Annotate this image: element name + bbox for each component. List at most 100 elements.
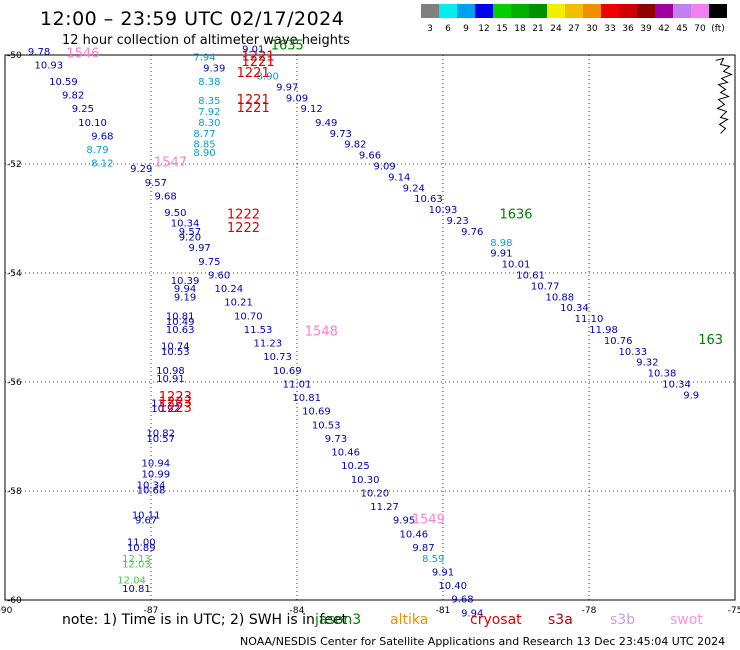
wave-height-value: 10.40 <box>438 581 467 592</box>
wave-height-value: 10.59 <box>49 77 78 88</box>
lat-tick-label: -54 <box>7 269 22 279</box>
wave-height-value: 10.30 <box>351 475 380 486</box>
wave-height-value: 11.27 <box>370 502 399 513</box>
legend-swatch <box>583 4 601 18</box>
legend-swatch <box>601 4 619 18</box>
wave-height-value: 11.21 <box>151 399 180 410</box>
wave-height-value: 10.81 <box>166 311 195 322</box>
pass-time-label: 1221 <box>237 101 270 116</box>
pass-time-label: 1223 <box>159 396 192 411</box>
source-altika: altika <box>390 612 429 628</box>
wave-height-value: 10.10 <box>78 118 107 129</box>
lon-tick-label: -75 <box>728 606 740 616</box>
wave-height-value: 8.30 <box>198 118 220 129</box>
legend-swatch <box>475 4 493 18</box>
wave-height-value: 12.13 <box>122 554 151 565</box>
legend-label: 6 <box>445 24 451 34</box>
wave-height-value: 8.79 <box>86 145 108 156</box>
wave-height-value: 10.21 <box>224 298 253 309</box>
wave-height-value: 10.91 <box>156 374 185 385</box>
pass-time-label: 1222 <box>227 208 260 223</box>
pass-time-label: 1223 <box>159 401 192 416</box>
wave-height-value: 10.49 <box>166 317 195 328</box>
wave-height-value: 9.97 <box>276 82 298 93</box>
wave-height-value: 10.61 <box>516 270 545 281</box>
wave-height-value: 9.57 <box>145 178 167 189</box>
wave-height-value: 9.23 <box>446 216 468 227</box>
lat-tick-label: -58 <box>7 487 22 497</box>
source-swot: swot <box>670 612 703 628</box>
wave-height-value: 10.34 <box>137 480 166 491</box>
legend-label: 9 <box>463 24 469 34</box>
wave-height-value: 9.82 <box>62 91 84 102</box>
wave-height-value: 10.99 <box>142 469 171 480</box>
legend-label: 27 <box>568 24 579 34</box>
legend-label: 42 <box>658 24 669 34</box>
legend-swatch <box>655 4 673 18</box>
wave-height-value: 10.25 <box>341 461 370 472</box>
pass-time-label: 1221 <box>242 49 275 64</box>
wave-height-value: 10.57 <box>146 434 175 445</box>
source-cryosat: cryosat <box>470 612 522 628</box>
map-frame <box>4 54 736 601</box>
wave-height-value: 10.73 <box>263 352 292 363</box>
wave-height-value: 10.63 <box>414 194 443 205</box>
legend-label: (ft) <box>711 24 725 34</box>
wave-height-value: 10.53 <box>161 347 190 358</box>
pass-time-label: 163 <box>698 333 723 348</box>
legend-label: 45 <box>676 24 687 34</box>
wave-height-value: 10.93 <box>34 61 63 72</box>
footer-note: note: 1) Time is in UTC; 2) SWH is in fe… <box>62 612 348 628</box>
footer-credit: NOAA/NESDIS Center for Satellite Applica… <box>240 635 726 648</box>
wave-height-value: 8.90 <box>257 72 279 83</box>
source-s3a: s3a <box>548 612 573 628</box>
wave-height-value: 7.92 <box>198 107 220 118</box>
wave-height-value: 9.97 <box>189 243 211 254</box>
lat-tick-label: -52 <box>7 160 22 170</box>
wave-height-value: 9.12 <box>300 104 322 115</box>
wave-height-value: 9.57 <box>179 227 201 238</box>
wave-height-value: 8.35 <box>198 96 220 107</box>
wave-height-value: 10.53 <box>312 420 341 431</box>
wave-height-value: 8.59 <box>422 554 444 565</box>
wave-height-value: 9.50 <box>164 208 186 219</box>
wave-height-value: 9.76 <box>461 227 483 238</box>
lat-tick-label: -60 <box>7 596 22 606</box>
wave-height-value: 9.94 <box>461 608 483 619</box>
wave-height-value: 9.09 <box>373 161 395 172</box>
wave-height-points: 9.7810.9310.599.829.2510.109.689.299.579… <box>28 39 723 620</box>
wave-height-value: 10.39 <box>171 276 200 287</box>
wave-height-value: 9.19 <box>174 292 196 303</box>
page-subtitle: 12 hour collection of altimeter wave hei… <box>62 33 350 48</box>
wave-height-value: 9.39 <box>203 63 225 74</box>
wave-height-value: 11.53 <box>244 325 273 336</box>
wave-height-value: 11.01 <box>283 379 312 390</box>
page-title: 12:00 – 23:59 UTC 02/17/2024 <box>40 8 345 30</box>
pass-time-label: 1547 <box>154 156 187 171</box>
wave-height-value: 10.34 <box>560 303 589 314</box>
wave-height-value: 10.33 <box>618 347 647 358</box>
wave-height-value: 9.67 <box>135 516 157 527</box>
legend-swatch <box>709 4 727 18</box>
wave-height-value: 8.85 <box>193 140 215 151</box>
wave-height-value: 10.46 <box>331 448 360 459</box>
wave-height-value: 11.23 <box>253 339 282 350</box>
wave-height-value: 10.76 <box>604 336 633 347</box>
wave-height-value: 11.98 <box>589 325 618 336</box>
wave-height-value: 10.38 <box>648 369 677 380</box>
pass-time-label: 1548 <box>305 325 338 340</box>
pass-time-label: 1223 <box>159 390 192 405</box>
pass-time-label: 1222 <box>227 221 260 236</box>
wave-height-value: 10.34 <box>171 219 200 230</box>
lat-tick-label: -50 <box>7 51 22 61</box>
coastline-icon <box>715 57 733 134</box>
wave-height-value: 10.94 <box>142 458 171 469</box>
wave-height-value: 9.95 <box>393 516 415 527</box>
wave-height-value: 10.69 <box>302 407 331 418</box>
wave-height-value: 9.32 <box>636 358 658 369</box>
wave-height-value: 9.09 <box>286 93 308 104</box>
wave-height-value: 9.68 <box>91 131 113 142</box>
wave-height-value: 9.60 <box>208 270 230 281</box>
graticule <box>4 54 736 601</box>
legend-label: 21 <box>532 24 543 34</box>
